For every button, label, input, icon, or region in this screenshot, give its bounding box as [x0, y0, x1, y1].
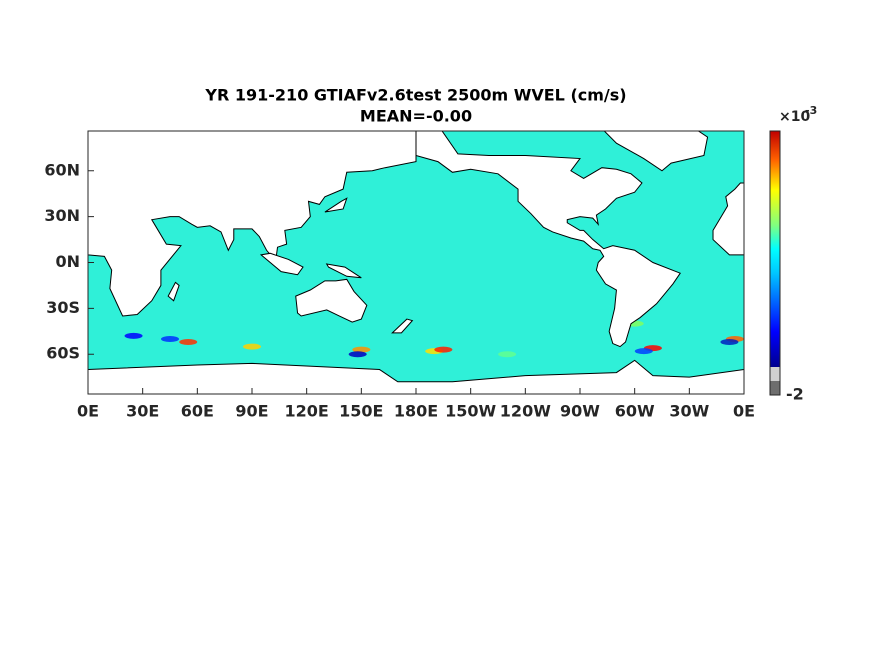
x-tick-label: 30E: [126, 402, 159, 421]
land: [391, 318, 414, 334]
land: [88, 359, 744, 394]
colorbar-block: [770, 381, 780, 395]
y-tick-label: 30S: [46, 298, 80, 317]
x-tick-label: 30W: [669, 402, 709, 421]
colorbar-exponent: -3: [805, 104, 817, 117]
colorbar-gradient: [770, 131, 780, 367]
land: [295, 278, 368, 323]
x-tick-label: 180E: [394, 402, 438, 421]
colorbar-frame: [769, 130, 781, 396]
y-tick-label: 30N: [44, 206, 80, 225]
colorbar: ×10 -3 -2: [769, 104, 817, 404]
land: [712, 182, 744, 256]
y-tick-label: 60N: [44, 160, 80, 179]
land: [324, 197, 348, 213]
x-tick-label: 0E: [77, 402, 99, 421]
field-patch: [179, 339, 198, 346]
subtitle: MEAN=-0.00: [360, 107, 472, 126]
map-area: [88, 131, 744, 394]
field-patch: [348, 351, 367, 358]
title: YR 191-210 GTIAFv2.6test 2500m WVEL (cm/…: [204, 86, 626, 105]
colorbar-tick-label: -2: [786, 385, 804, 404]
field-patch: [352, 346, 371, 353]
x-tick-label: 150E: [339, 402, 383, 421]
x-tick-label: 60W: [615, 402, 655, 421]
land: [325, 263, 362, 279]
land: [415, 131, 681, 348]
colorbar-multiplier: ×10: [779, 109, 810, 125]
field-patch: [434, 346, 453, 353]
x-tick-label: 0E: [733, 402, 755, 421]
land: [259, 252, 304, 276]
land: [603, 131, 709, 172]
field-patch: [161, 335, 179, 342]
land: [167, 281, 180, 302]
field-patch: [720, 339, 739, 346]
field-patch: [243, 343, 261, 350]
field-patch: [498, 351, 517, 358]
x-tick-label: 150W: [445, 402, 496, 421]
y-tick-label: 60S: [46, 344, 80, 363]
x-tick-label: 90W: [560, 402, 600, 421]
y-tick-label: 0N: [55, 252, 80, 271]
x-tick-label: 120E: [285, 402, 329, 421]
x-tick-label: 120W: [500, 402, 551, 421]
x-tick-label: 90E: [235, 402, 268, 421]
x-tick-label: 60E: [181, 402, 214, 421]
colorbar-block: [770, 367, 780, 381]
land: [88, 131, 417, 317]
field-patch: [124, 332, 143, 339]
field-patch: [634, 348, 653, 355]
